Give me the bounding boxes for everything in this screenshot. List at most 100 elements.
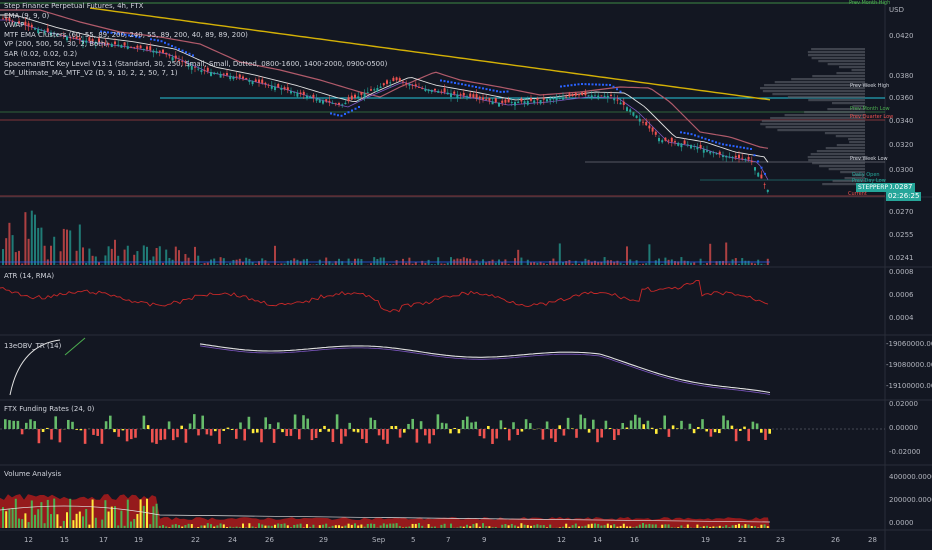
volume-bar: [622, 264, 625, 265]
volume-bar: [549, 260, 552, 265]
volume-bar: [88, 248, 91, 265]
funding-bar: [58, 429, 62, 443]
volume-analysis-bar: [306, 524, 308, 528]
funding-bar: [386, 429, 389, 444]
volume-bar: [587, 259, 590, 265]
volume-analysis-bar: [187, 523, 190, 528]
sar-dot: [602, 83, 604, 86]
legend-symbol[interactable]: Step Finance Perpetual Futures, 4h, FTX: [4, 2, 144, 10]
sar-dot: [588, 83, 590, 86]
indicator-legend[interactable]: Step Finance Perpetual Futures, 4h, FTX …: [4, 2, 387, 79]
volume-analysis-bar: [642, 523, 644, 528]
sar-dot: [732, 145, 735, 148]
candle-body: [216, 73, 219, 75]
legend-key-level[interactable]: SpacemanBTC Key Level V13.1 (Standard, 3…: [4, 59, 388, 68]
candle-body: [760, 174, 763, 179]
funding-bar: [205, 429, 209, 435]
prev-week-low-label: Prev Week Low: [850, 156, 888, 162]
candle-body: [638, 118, 641, 122]
funding-bar: [281, 429, 284, 433]
sar-dot: [581, 83, 583, 86]
volume-analysis-bar: [696, 524, 699, 528]
volume-analysis-bar: [62, 520, 65, 528]
funding-bar: [16, 420, 20, 429]
legend-cm-ma[interactable]: CM_Ultimate_MA_MTF_V2 (D, 9, 10, 2, 2, 5…: [4, 69, 178, 78]
candle-body: [158, 50, 161, 52]
volume-analysis-bar: [155, 503, 158, 528]
candle-body: [645, 121, 648, 126]
sar-dot: [450, 81, 453, 84]
volume-bar: [533, 262, 536, 265]
funding-title[interactable]: FTX Funding Rates (24, 0): [4, 405, 95, 413]
volume-bar: [389, 264, 392, 265]
funding-bar: [71, 421, 74, 429]
candle-body: [632, 112, 635, 116]
volume-bar: [296, 259, 299, 265]
obv-title[interactable]: 13eOBV_TR (14): [4, 342, 62, 350]
atr-title[interactable]: ATR (14, RMA): [4, 272, 55, 280]
candle-body: [418, 87, 420, 88]
volume-bar: [229, 262, 232, 265]
candle-body: [283, 87, 286, 90]
volume-analysis-bar: [120, 510, 123, 528]
volume-bar: [258, 261, 260, 265]
candle-body: [466, 96, 468, 97]
sar-dot: [753, 154, 756, 157]
volume-analysis-bar: [462, 526, 465, 528]
volume-bar: [91, 255, 94, 265]
funding-bar: [403, 429, 406, 433]
volume-bar: [635, 260, 638, 265]
volume-analysis-bar: [162, 525, 164, 528]
funding-bar: [134, 429, 137, 438]
sar-dot: [153, 38, 156, 41]
volume-profile-bar: [811, 48, 865, 51]
volume-analysis-bar: [523, 524, 526, 528]
volume-bar: [370, 263, 372, 265]
legend-sar[interactable]: SAR (0.02, 0.02, 0.2): [4, 49, 78, 58]
funding-bar: [29, 419, 32, 429]
candle-body: [347, 97, 350, 102]
candle-body: [290, 91, 292, 94]
legend-ema[interactable]: EMA (9, 9, 0): [4, 11, 50, 20]
funding-bar: [8, 420, 11, 429]
volume-bar: [693, 262, 696, 265]
volume-analysis-bar: [190, 524, 193, 528]
volume-analysis-title[interactable]: Volume Analysis: [4, 470, 62, 478]
candle-body: [238, 74, 241, 78]
funding-bar: [12, 420, 15, 429]
funding-bar: [184, 429, 188, 443]
volume-bar: [606, 260, 609, 265]
funding-bar: [508, 429, 511, 441]
candle-body: [738, 154, 740, 158]
funding-bar: [142, 415, 146, 429]
candle-body: [690, 145, 692, 149]
volume-analysis-bar: [542, 525, 545, 528]
volume-bar: [187, 257, 190, 265]
volume-analysis-bar: [299, 523, 302, 528]
obv-line-start: [9, 339, 61, 396]
candle-body: [402, 81, 404, 83]
sar-dot: [584, 83, 587, 86]
volume-analysis-bar: [533, 525, 536, 528]
candle-body: [254, 79, 257, 82]
legend-vwap[interactable]: VWAP: [4, 21, 25, 30]
volume-bar: [472, 263, 475, 265]
candle-body: [40, 30, 43, 31]
volume-analysis-bar: [504, 524, 507, 528]
candle-body: [539, 100, 542, 104]
legend-vp[interactable]: VP (200, 500, 50, 30, 2, Both): [4, 40, 109, 49]
candle-body: [763, 183, 766, 185]
volume-analysis-bar: [174, 524, 177, 528]
volume-bar: [514, 258, 516, 265]
funding-bar: [461, 420, 465, 429]
obv-tick: -19100000.0000: [886, 382, 932, 390]
volume-bar: [290, 260, 292, 265]
candle-body: [382, 83, 385, 86]
candle-body: [318, 99, 321, 103]
legend-mtf-ema[interactable]: MTF EMA Clusters (60, 55, 89, 200, 240, …: [4, 30, 248, 39]
volume-bar: [181, 262, 184, 265]
date-tick: 12: [24, 536, 33, 544]
funding-bar: [33, 421, 36, 429]
candle-body: [395, 77, 398, 81]
